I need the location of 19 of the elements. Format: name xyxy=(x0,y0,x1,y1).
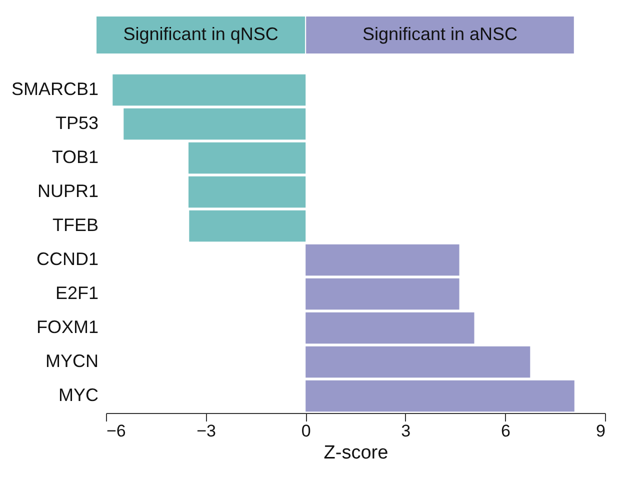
y-tick-label: E2F1 xyxy=(55,283,98,303)
x-axis-title: Z-score xyxy=(324,442,388,464)
text: Significant in aNSC xyxy=(362,24,518,44)
x-tick-label: 6 xyxy=(500,422,510,440)
y-tick-label: NUPR1 xyxy=(37,181,98,201)
y-tick-label: TOB1 xyxy=(52,147,98,167)
x-tick-label: 9 xyxy=(596,422,606,440)
x-tick-label: −6 xyxy=(106,422,126,440)
y-tick-label: MYCN xyxy=(46,351,98,371)
y-tick-label: FOXM1 xyxy=(36,317,98,337)
y-tick-label: MYC xyxy=(58,385,98,405)
y-tick-label: TFEB xyxy=(52,215,98,235)
x-tick-label: −3 xyxy=(196,422,216,440)
series-label: Significant in qNSC xyxy=(123,24,278,44)
x-tick-label: 3 xyxy=(401,422,411,440)
x-tick-label: 0 xyxy=(301,422,311,440)
y-tick-label: TP53 xyxy=(55,113,98,133)
y-tick-label: CCND1 xyxy=(36,249,98,269)
y-tick-label: SMARCB1 xyxy=(11,79,98,99)
